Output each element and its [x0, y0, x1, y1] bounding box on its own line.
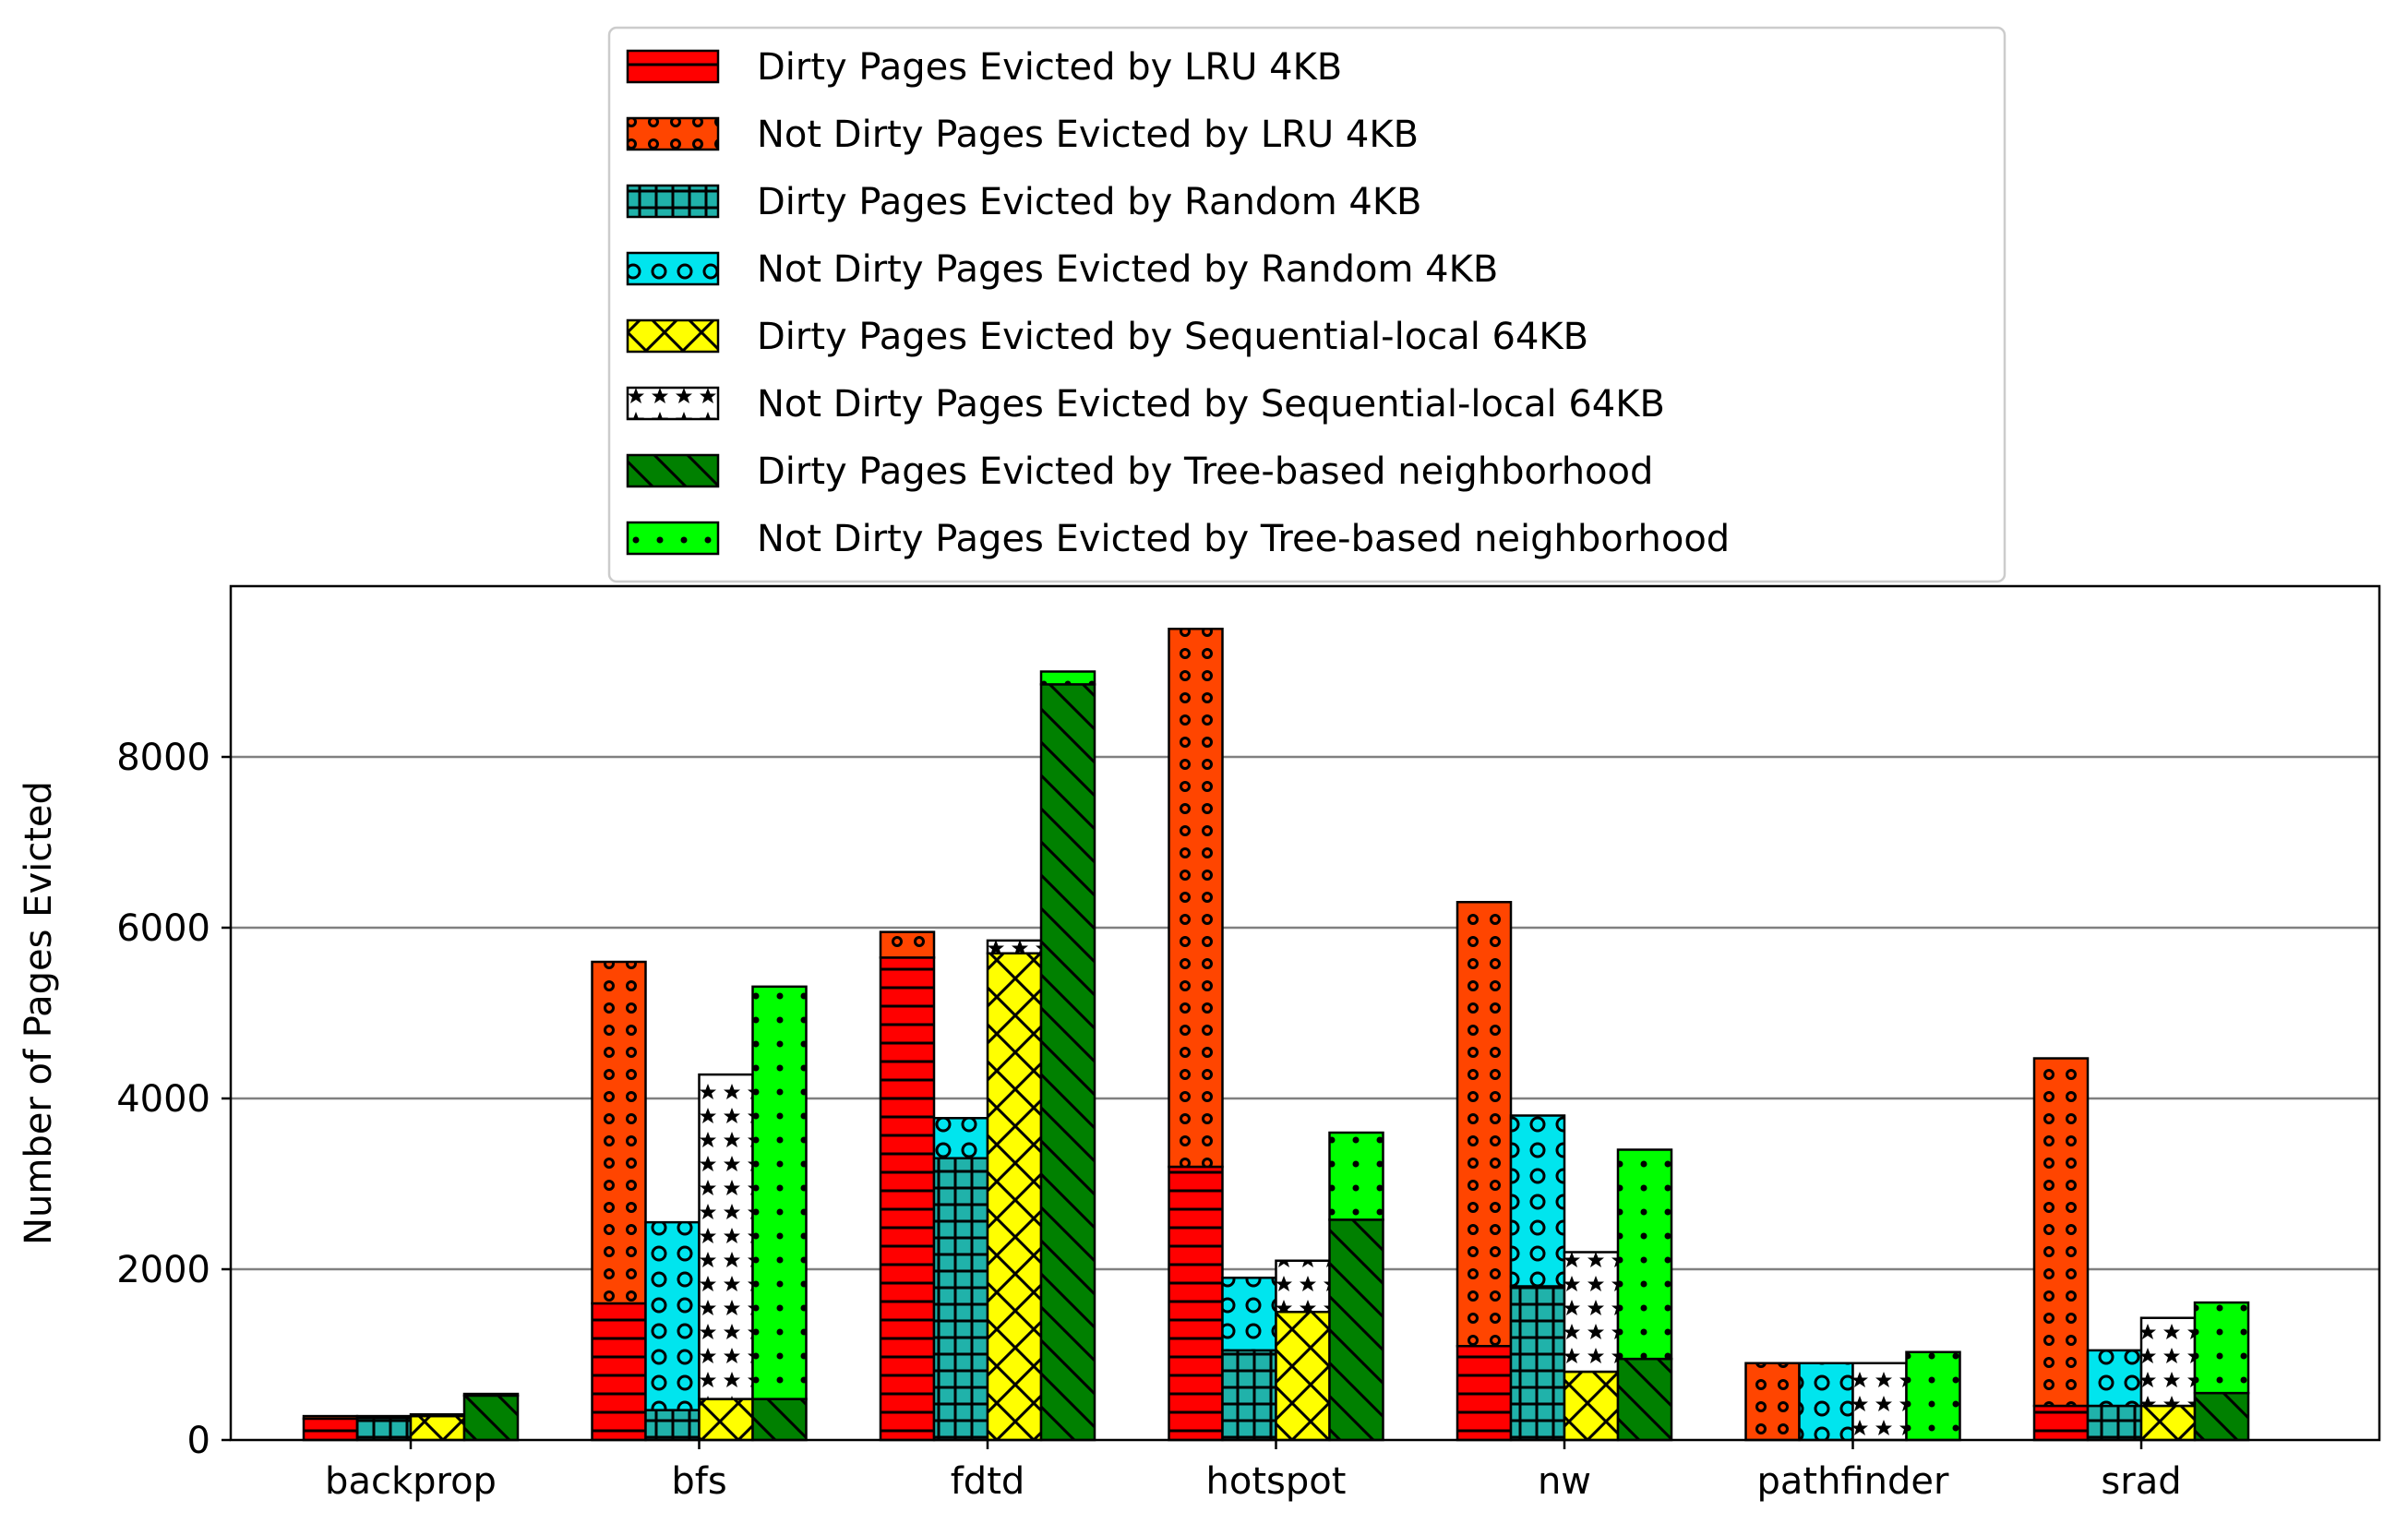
- bar-clean-lru-hatch: [1168, 628, 1224, 1169]
- bar-dirty-random-hatch: [2086, 1404, 2143, 1442]
- bar-clean-seq-hatch: [1275, 1259, 1331, 1314]
- legend-swatch-clean-lru-hatch: [626, 116, 720, 151]
- bar-clean-tree-hatch: [1328, 1131, 1384, 1221]
- bar-clean-tree-hatch: [1039, 670, 1096, 686]
- y-axis: 0 2000 4000 6000 8000: [116, 737, 231, 1462]
- bar-clean-seq-hatch: [409, 1413, 466, 1418]
- bar-dirty-random-hatch: [644, 1409, 701, 1442]
- bar-dirty-tree-hatch: [751, 1398, 808, 1442]
- bar-dirty-random-hatch: [1221, 1349, 1277, 1442]
- bar-clean-tree-hatch: [2193, 1301, 2250, 1395]
- legend-label-dirty-tree: Dirty Pages Evicted by Tree-based neighb…: [757, 450, 1653, 493]
- bar-clean-lru-hatch: [302, 1414, 359, 1421]
- bar-dirty-seq-hatch: [409, 1414, 466, 1442]
- legend-swatch-clean-seq-hatch: [626, 386, 720, 421]
- bar-dirty-seq-hatch: [698, 1398, 754, 1442]
- legend-box: [607, 26, 2007, 583]
- bar-clean-tree-hatch: [1616, 1148, 1673, 1361]
- bar-clean-random-hatch: [2086, 1349, 2143, 1408]
- bar-clean-lru-hatch: [1456, 901, 1513, 1348]
- bar-clean-tree-hatch: [751, 985, 808, 1400]
- legend: Dirty Pages Evicted by LRU 4KB Not Dirty …: [607, 26, 2007, 583]
- bar-dirty-tree-hatch: [1039, 683, 1096, 1442]
- bars: [302, 628, 2250, 1442]
- y-tick-label: 8000: [116, 737, 210, 779]
- bar-dirty-seq-hatch: [986, 952, 1043, 1442]
- bar-clean-tree-hatch: [1905, 1350, 1961, 1442]
- x-tick-label: hotspot: [1206, 1460, 1347, 1503]
- legend-label-clean-seq: Not Dirty Pages Evicted by Sequential-lo…: [757, 383, 1665, 426]
- bar-clean-random-hatch: [932, 1117, 989, 1160]
- bar-dirty-random-hatch: [932, 1157, 989, 1442]
- bar-dirty-lru-hatch: [1456, 1345, 1513, 1442]
- bar-clean-random-hatch: [1798, 1362, 1854, 1442]
- x-tick-label: nw: [1538, 1460, 1591, 1503]
- legend-label-clean-tree: Not Dirty Pages Evicted by Tree-based ne…: [757, 518, 1730, 560]
- bar-dirty-seq-hatch: [2139, 1404, 2197, 1442]
- bar-clean-lru-hatch: [2032, 1057, 2090, 1408]
- bar-clean-lru-hatch: [591, 960, 647, 1305]
- legend-label-dirty-random: Dirty Pages Evicted by Random 4KB: [757, 181, 1422, 223]
- bar-dirty-tree-hatch: [2193, 1391, 2250, 1442]
- legend-label-dirty-lru: Dirty Pages Evicted by LRU 4KB: [757, 46, 1342, 89]
- bar-clean-lru-hatch: [879, 930, 936, 959]
- bar-clean-seq-hatch: [2139, 1316, 2197, 1408]
- x-tick-label: backprop: [325, 1460, 497, 1503]
- bar-dirty-lru-hatch: [591, 1302, 647, 1442]
- bar-clean-seq-hatch: [1851, 1362, 1908, 1442]
- bar-dirty-tree-hatch: [1616, 1357, 1673, 1442]
- x-tick-label: pathfinder: [1757, 1460, 1949, 1503]
- bar-clean-random-hatch: [1221, 1277, 1277, 1352]
- bar-clean-random-hatch: [355, 1414, 413, 1420]
- bar-dirty-lru-hatch: [2032, 1404, 2090, 1442]
- legend-label-clean-random: Not Dirty Pages Evicted by Random 4KB: [757, 248, 1498, 291]
- bar-dirty-tree-hatch: [462, 1394, 520, 1442]
- y-axis-label: Number of Pages Evicted: [18, 781, 60, 1245]
- y-tick-label: 0: [187, 1420, 210, 1462]
- legend-swatch-dirty-random-hatch: [626, 184, 720, 219]
- bar-dirty-tree-hatch: [1328, 1218, 1384, 1442]
- bar-clean-seq-hatch: [1563, 1251, 1620, 1374]
- bar-clean-seq-hatch: [986, 939, 1043, 954]
- bar-clean-tree-hatch: [462, 1392, 520, 1398]
- bar-clean-random-hatch: [644, 1220, 701, 1411]
- y-tick-label: 6000: [116, 907, 210, 950]
- bar-dirty-seq-hatch: [1275, 1311, 1331, 1442]
- bar-clean-seq-hatch: [698, 1073, 754, 1400]
- bar-dirty-random-hatch: [355, 1416, 413, 1442]
- legend-swatch-dirty-tree-hatch: [626, 453, 720, 488]
- bar-dirty-lru-hatch: [302, 1417, 359, 1442]
- legend-swatch-clean-tree-hatch: [626, 521, 720, 556]
- x-tick-label: bfs: [671, 1460, 726, 1503]
- bar-clean-random-hatch: [1509, 1114, 1566, 1288]
- bar-dirty-lru-hatch: [1168, 1165, 1224, 1442]
- x-tick-label: fdtd: [951, 1460, 1025, 1503]
- legend-swatch-dirty-lru-hatch: [626, 49, 720, 84]
- x-axis: backprop bfs fdtd hotspot nw pathfinder srad: [325, 1440, 2182, 1503]
- legend-swatch-clean-random-hatch: [626, 251, 720, 286]
- bar-dirty-lru-hatch: [879, 956, 936, 1442]
- legend-swatch-dirty-seq-hatch: [626, 318, 720, 354]
- bar-clean-lru-hatch: [1744, 1362, 1801, 1442]
- x-tick-label: srad: [2101, 1460, 2181, 1503]
- y-tick-label: 4000: [116, 1078, 210, 1121]
- legend-label-dirty-seq: Dirty Pages Evicted by Sequential-local …: [757, 316, 1588, 358]
- y-tick-label: 2000: [116, 1249, 210, 1291]
- legend-label-clean-lru: Not Dirty Pages Evicted by LRU 4KB: [757, 114, 1419, 156]
- bar-dirty-seq-hatch: [1563, 1370, 1620, 1442]
- bar-dirty-random-hatch: [1509, 1285, 1566, 1442]
- plot-area: [229, 584, 2381, 1442]
